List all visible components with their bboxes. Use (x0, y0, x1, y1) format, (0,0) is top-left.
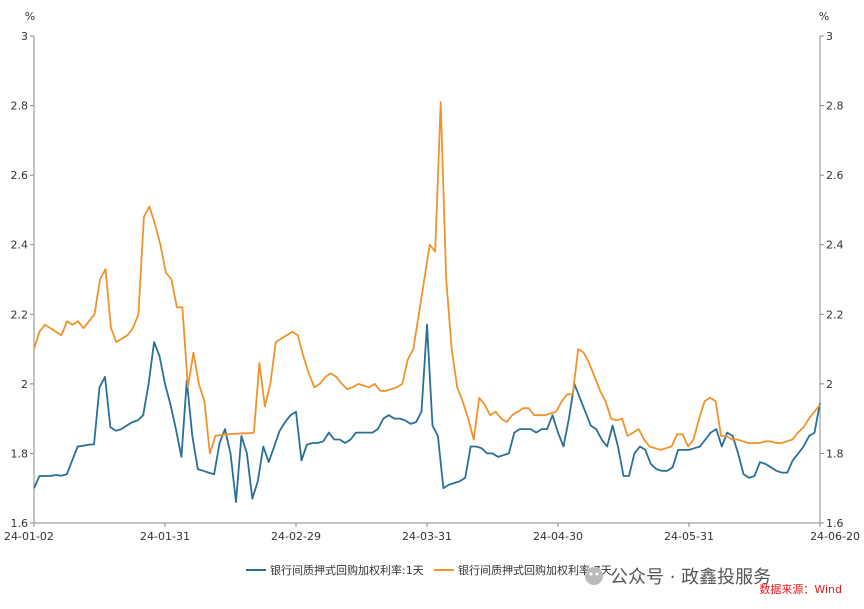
y-tick-label-left: 1.8 (11, 447, 29, 460)
y-tick-label-right: 2.8 (826, 100, 844, 113)
y-tick-label-right: 3 (826, 30, 833, 43)
y-tick-label-left: 2.4 (11, 239, 29, 252)
y-tick-label-left: 3 (21, 30, 28, 43)
legend: 银行间质押式回购加权利率:1天 银行间质押式回购加权利率:7天 (246, 563, 612, 577)
x-tick-label: 24-03-31 (402, 530, 452, 543)
series-line-1d (33, 323, 821, 504)
legend-label-7d: 银行间质押式回购加权利率:7天 (458, 563, 612, 577)
x-tick-label: 24-06-20 (810, 530, 860, 543)
series-line-7d (33, 101, 821, 455)
x-axis-ticks: 24-01-02 24-01-31 24-02-29 24-03-31 24-04-30… (4, 523, 860, 543)
y-tick-label-right: 2 (826, 378, 833, 391)
y-tick-label-left: 2.8 (11, 100, 29, 113)
y-unit-left: % (25, 10, 35, 23)
y-tick-label-left: 2 (21, 378, 28, 391)
x-tick-label: 24-01-02 (4, 530, 54, 543)
y-tick-label-left: 2.2 (11, 308, 29, 321)
y-tick-label-right: 1.6 (826, 517, 844, 530)
y-tick-label-left: 2.6 (11, 169, 29, 182)
x-tick-label: 24-02-29 (271, 530, 321, 543)
y-tick-label-right: 2.2 (826, 308, 844, 321)
watermark-text: 公众号 · 政鑫投服务 (610, 567, 771, 588)
wechat-icon (585, 567, 603, 585)
x-tick-label: 24-05-31 (664, 530, 714, 543)
x-tick-label: 24-01-31 (140, 530, 190, 543)
x-tick-label: 24-04-30 (533, 530, 583, 543)
y-tick-label-right: 1.8 (826, 447, 844, 460)
watermark: 公众号 · 政鑫投服务 (585, 567, 771, 588)
legend-label-1d: 银行间质押式回购加权利率:1天 (270, 563, 424, 577)
chart-series (33, 101, 821, 504)
y-axis-ticks: 1.6 1.6 1.8 1.8 2 2 2.2 2.2 2.4 2.4 2.6 2.6 2.8 2.8 3 3 (11, 30, 844, 530)
y-unit-right: % (819, 10, 829, 23)
source-note: 数据来源：Wind (759, 582, 842, 596)
chart-axes (33, 36, 821, 524)
y-tick-label-right: 2.6 (826, 169, 844, 182)
y-tick-label-right: 2.4 (826, 239, 844, 252)
y-tick-label-left: 1.6 (11, 517, 29, 530)
